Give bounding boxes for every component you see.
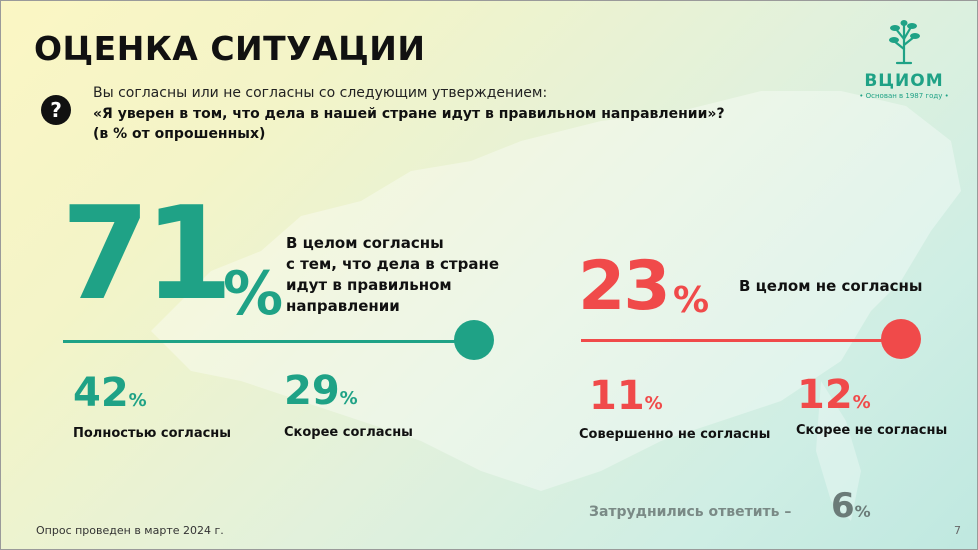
agree-label-line: с тем, что дела в стране	[286, 255, 499, 273]
rather-disagree-value: 12%	[797, 372, 871, 418]
page-title: ОЦЕНКА СИТУАЦИИ	[34, 29, 426, 68]
page-number: 7	[954, 524, 961, 537]
strongly-disagree-value: 11%	[589, 373, 663, 419]
question-statement: «Я уверен в том, что дела в нашей стране…	[93, 106, 725, 122]
fully-agree-value: 42%	[73, 370, 147, 416]
disagree-marker-dot	[881, 319, 921, 359]
disagree-total-label: В целом не согласны	[739, 277, 923, 295]
disagree-divider-line	[581, 339, 901, 342]
vciom-logo: ВЦИОМ • Основан в 1987 году •	[854, 19, 954, 100]
agree-label-line: направлении	[286, 297, 400, 315]
fully-agree-label: Полностью согласны	[73, 426, 232, 441]
question-icon: ?	[41, 95, 71, 125]
rather-agree-label: Скорее согласны	[284, 425, 413, 440]
agree-total-value: 71	[61, 180, 233, 329]
disagree-total-value: 23	[578, 247, 671, 326]
dont-know-label: Затруднились ответить –	[589, 504, 792, 520]
agree-total-label: В целом согласны с тем, что дела в стран…	[286, 233, 516, 317]
disagree-total-percent-sign: %	[673, 280, 710, 321]
question-note: (в % от опрошенных)	[93, 126, 266, 142]
logo-name: ВЦИОМ	[864, 71, 944, 91]
agree-label-line: идут в правильном	[286, 276, 452, 294]
agree-label-line: В целом согласны	[286, 234, 444, 252]
rather-disagree-label: Скорее не согласны	[796, 423, 948, 438]
dont-know-value: 6%	[831, 486, 871, 526]
tree-logo-icon	[889, 20, 920, 65]
agree-divider-line	[63, 340, 473, 343]
rather-agree-value: 29%	[284, 368, 358, 414]
logo-tagline: • Основан в 1987 году •	[859, 92, 949, 100]
agree-marker-dot	[454, 320, 494, 360]
question-intro: Вы согласны или не согласны со следующим…	[93, 85, 548, 101]
strongly-disagree-label: Совершенно не согласны	[579, 427, 771, 442]
survey-date-note: Опрос проведен в марте 2024 г.	[36, 524, 224, 537]
agree-total-percent-sign: %	[223, 259, 284, 329]
